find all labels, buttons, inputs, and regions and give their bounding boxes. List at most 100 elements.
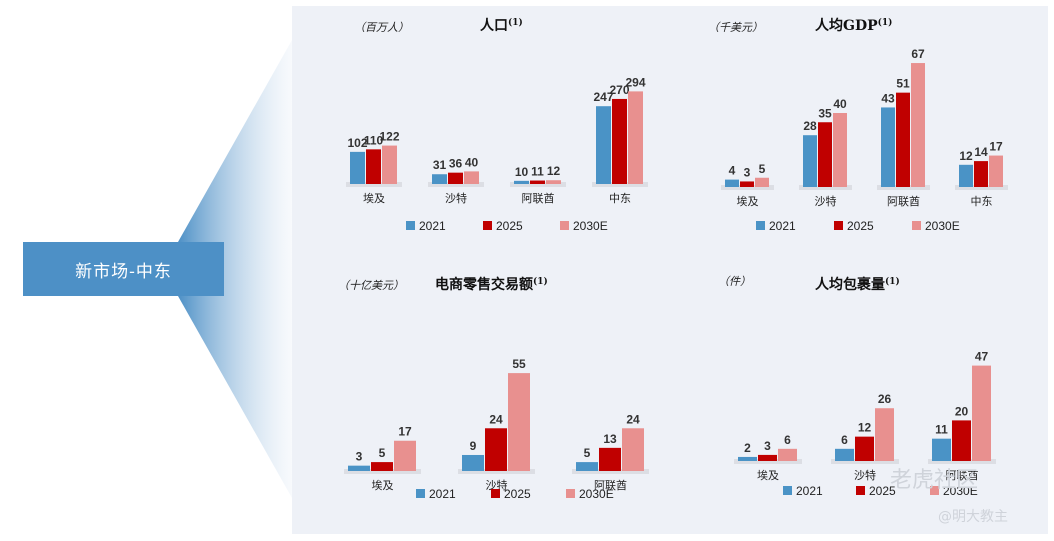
bar bbox=[432, 174, 447, 184]
category-label: 中东 bbox=[609, 192, 631, 205]
legend-swatch bbox=[483, 221, 492, 230]
bar-shadow bbox=[428, 182, 484, 187]
data-label: 3 bbox=[764, 439, 771, 453]
bar bbox=[755, 177, 769, 187]
data-label: 36 bbox=[449, 157, 463, 171]
bar bbox=[462, 454, 484, 471]
category-label: 沙特 bbox=[854, 468, 876, 482]
bar-shadow bbox=[831, 459, 899, 464]
data-label: 5 bbox=[379, 446, 386, 460]
bar bbox=[348, 465, 370, 471]
data-label: 51 bbox=[896, 77, 910, 91]
bar bbox=[448, 172, 463, 184]
data-label: 26 bbox=[878, 392, 892, 406]
bar bbox=[576, 462, 598, 471]
data-label: 17 bbox=[989, 140, 1003, 154]
category-label: 沙特 bbox=[445, 191, 467, 205]
category-label: 沙特 bbox=[815, 194, 837, 208]
chart-unit: （千美元） bbox=[708, 21, 763, 34]
data-label: 3 bbox=[744, 165, 751, 179]
bar-shadow bbox=[734, 459, 802, 464]
chart-title: 人均GDP(1) bbox=[815, 17, 892, 34]
chart-unit: （件） bbox=[718, 275, 751, 288]
bar-shadow bbox=[572, 469, 649, 474]
legend-label: 2025 bbox=[847, 219, 874, 233]
data-label: 40 bbox=[465, 155, 479, 169]
data-label: 13 bbox=[603, 432, 617, 446]
bar bbox=[371, 462, 393, 471]
category-label: 埃及 bbox=[737, 194, 759, 208]
data-label: 2 bbox=[744, 441, 751, 455]
data-label: 14 bbox=[974, 145, 988, 159]
bar bbox=[464, 171, 479, 184]
data-label: 9 bbox=[470, 439, 477, 453]
bar bbox=[508, 373, 530, 471]
legend-swatch bbox=[783, 486, 792, 495]
data-label: 122 bbox=[379, 130, 399, 144]
legend-label: 2030E bbox=[579, 487, 614, 501]
data-label: 47 bbox=[975, 350, 989, 364]
bar bbox=[911, 63, 925, 187]
bar bbox=[989, 155, 1003, 187]
bar bbox=[758, 454, 777, 461]
bar bbox=[725, 179, 739, 187]
chart-unit: （百万人） bbox=[354, 21, 409, 34]
legend-label: 2021 bbox=[429, 487, 456, 501]
data-label: 5 bbox=[584, 446, 591, 460]
bar bbox=[394, 440, 416, 471]
bar-shadow bbox=[799, 185, 852, 190]
bar bbox=[382, 145, 397, 184]
watermark-brand: 老虎社区 bbox=[890, 468, 979, 493]
bar bbox=[738, 456, 757, 461]
category-label: 埃及 bbox=[372, 478, 394, 492]
bar-shadow bbox=[344, 469, 421, 474]
data-label: 12 bbox=[547, 164, 561, 178]
legend-label: 2025 bbox=[496, 219, 523, 233]
bar bbox=[932, 438, 951, 461]
bar bbox=[959, 164, 973, 187]
bar bbox=[596, 106, 611, 184]
bar bbox=[628, 91, 643, 184]
chart-unit: （十亿美元） bbox=[338, 279, 404, 292]
data-label: 270 bbox=[609, 83, 629, 97]
legend-label: 2025 bbox=[504, 487, 531, 501]
legend-swatch bbox=[566, 489, 575, 498]
legend-swatch bbox=[930, 486, 939, 495]
data-label: 12 bbox=[959, 149, 973, 163]
bar bbox=[803, 135, 817, 187]
data-label: 35 bbox=[818, 106, 832, 120]
bar bbox=[974, 161, 988, 187]
bar bbox=[530, 180, 545, 184]
data-label: 6 bbox=[841, 433, 848, 447]
bar bbox=[833, 113, 847, 187]
legend-label: 2030E bbox=[573, 219, 608, 233]
category-label: 阿联酋 bbox=[946, 468, 979, 482]
data-label: 6 bbox=[784, 433, 791, 447]
chart-title: 人口(1) bbox=[480, 17, 523, 34]
bar-shadow bbox=[928, 459, 996, 464]
data-label: 24 bbox=[489, 412, 503, 426]
chart-title: 电商零售交易额(1) bbox=[435, 276, 548, 293]
bar-shadow bbox=[721, 185, 774, 190]
legend-swatch bbox=[406, 221, 415, 230]
legend-swatch bbox=[912, 221, 921, 230]
category-label: 埃及 bbox=[757, 468, 779, 482]
bar bbox=[881, 107, 895, 187]
bar bbox=[972, 365, 991, 461]
category-label: 埃及 bbox=[363, 191, 385, 205]
data-label: 5 bbox=[759, 162, 766, 176]
data-label: 28 bbox=[803, 119, 817, 133]
bar-shadow bbox=[346, 182, 402, 187]
data-label: 11 bbox=[531, 165, 544, 179]
bar bbox=[952, 420, 971, 461]
data-label: 12 bbox=[858, 421, 872, 435]
bar bbox=[366, 149, 381, 184]
bar-shadow bbox=[592, 182, 648, 187]
legend-label: 2030E bbox=[943, 484, 978, 498]
legend-label: 2021 bbox=[796, 484, 823, 498]
bar bbox=[778, 448, 797, 461]
legend-swatch bbox=[491, 489, 500, 498]
data-label: 24 bbox=[626, 412, 640, 426]
data-label: 110 bbox=[364, 133, 384, 147]
